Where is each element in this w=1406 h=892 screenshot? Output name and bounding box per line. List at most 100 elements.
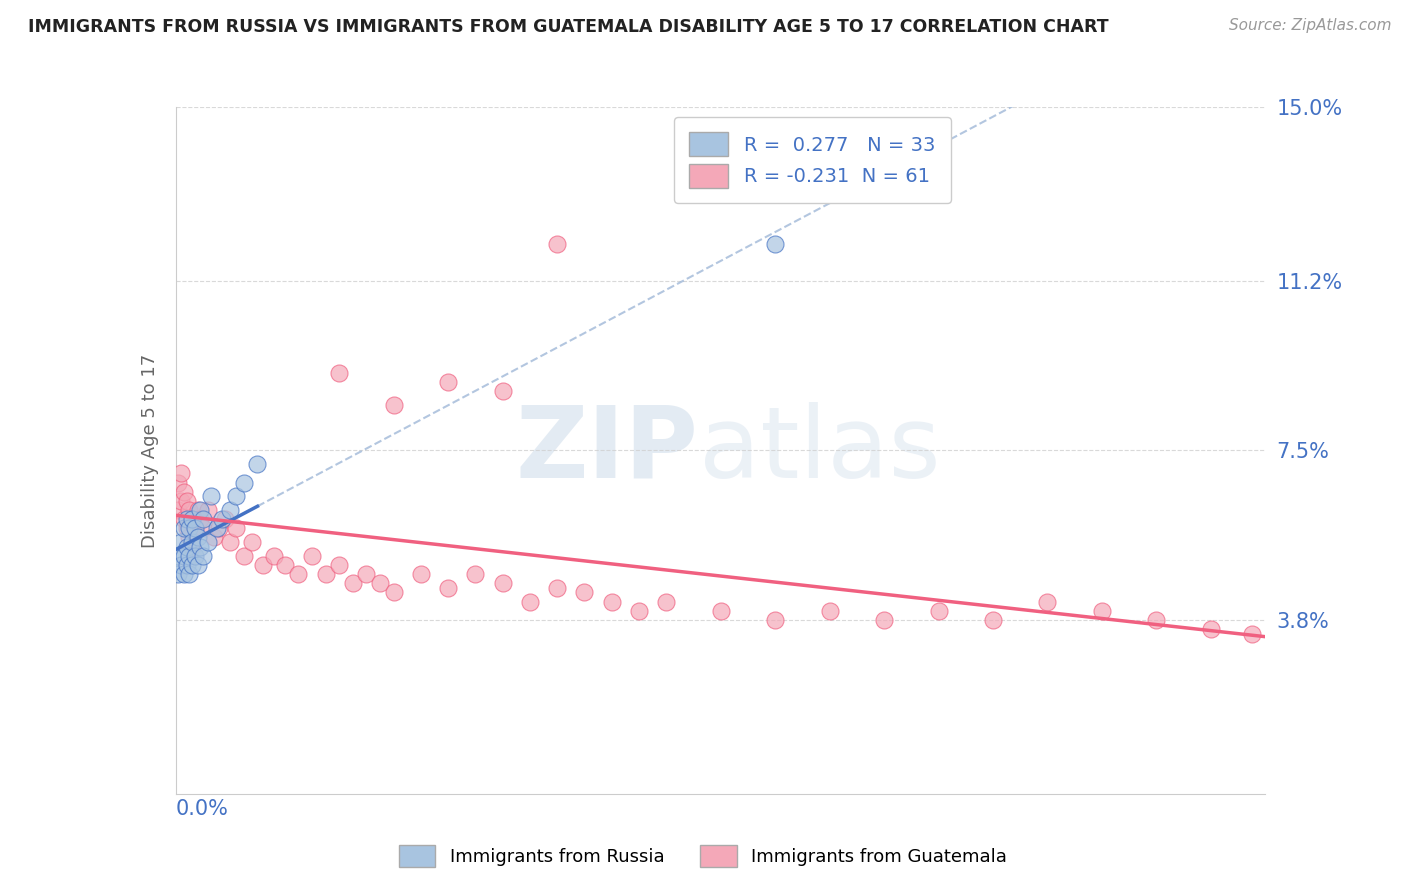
Point — [873, 613, 896, 627]
Point — [179, 521, 201, 535]
Point — [181, 512, 204, 526]
Point — [356, 567, 378, 582]
Point — [1199, 622, 1222, 636]
Point — [176, 493, 198, 508]
Point — [437, 581, 460, 595]
Point — [301, 549, 323, 563]
Point — [176, 558, 198, 572]
Point — [655, 594, 678, 608]
Point — [763, 613, 786, 627]
Point — [1036, 594, 1059, 608]
Point — [240, 535, 263, 549]
Point — [202, 531, 225, 545]
Point — [173, 549, 195, 563]
Point — [246, 457, 269, 471]
Point — [546, 237, 568, 252]
Point — [225, 521, 247, 535]
Point — [191, 521, 214, 535]
Point — [188, 512, 211, 526]
Point — [181, 535, 204, 549]
Point — [214, 512, 236, 526]
Point — [191, 549, 214, 563]
Point — [574, 585, 596, 599]
Point — [188, 503, 211, 517]
Point — [519, 594, 541, 608]
Point — [205, 521, 228, 535]
Point — [1144, 613, 1167, 627]
Point — [167, 503, 190, 517]
Point — [176, 512, 198, 526]
Point — [179, 503, 201, 517]
Point — [188, 540, 211, 554]
Point — [181, 540, 204, 554]
Text: IMMIGRANTS FROM RUSSIA VS IMMIGRANTS FROM GUATEMALA DISABILITY AGE 5 TO 17 CORRE: IMMIGRANTS FROM RUSSIA VS IMMIGRANTS FRO… — [28, 18, 1109, 36]
Point — [179, 567, 201, 582]
Text: ZIP: ZIP — [516, 402, 699, 499]
Point — [184, 521, 207, 535]
Point — [274, 558, 297, 572]
Point — [382, 585, 405, 599]
Point — [176, 521, 198, 535]
Point — [328, 558, 350, 572]
Point — [546, 581, 568, 595]
Point — [179, 531, 201, 545]
Legend: Immigrants from Russia, Immigrants from Guatemala: Immigrants from Russia, Immigrants from … — [392, 838, 1014, 874]
Point — [211, 512, 233, 526]
Point — [763, 237, 786, 252]
Point — [1091, 604, 1114, 618]
Point — [315, 567, 337, 582]
Point — [437, 375, 460, 389]
Point — [219, 503, 242, 517]
Text: atlas: atlas — [699, 402, 941, 499]
Point — [197, 535, 219, 549]
Point — [170, 558, 193, 572]
Legend: R =  0.277   N = 33, R = -0.231  N = 61: R = 0.277 N = 33, R = -0.231 N = 61 — [673, 117, 950, 203]
Point — [492, 384, 515, 398]
Point — [409, 567, 432, 582]
Point — [184, 549, 207, 563]
Y-axis label: Disability Age 5 to 17: Disability Age 5 to 17 — [141, 353, 159, 548]
Point — [287, 567, 309, 582]
Point — [342, 576, 364, 591]
Point — [184, 521, 207, 535]
Point — [170, 467, 193, 481]
Point — [328, 366, 350, 380]
Point — [167, 567, 190, 582]
Point — [232, 475, 254, 490]
Point — [382, 398, 405, 412]
Point — [173, 484, 195, 499]
Point — [186, 531, 209, 545]
Point — [173, 567, 195, 582]
Point — [167, 549, 190, 563]
Point — [170, 493, 193, 508]
Point — [600, 594, 623, 608]
Point — [818, 604, 841, 618]
Point — [208, 521, 231, 535]
Point — [627, 604, 650, 618]
Point — [181, 512, 204, 526]
Point — [1240, 626, 1263, 640]
Point — [197, 503, 219, 517]
Point — [928, 604, 950, 618]
Point — [368, 576, 391, 591]
Point — [464, 567, 486, 582]
Point — [191, 512, 214, 526]
Point — [186, 558, 209, 572]
Point — [225, 489, 247, 503]
Point — [492, 576, 515, 591]
Point — [710, 604, 733, 618]
Point — [176, 540, 198, 554]
Point — [170, 535, 193, 549]
Point — [232, 549, 254, 563]
Point — [252, 558, 274, 572]
Point — [981, 613, 1004, 627]
Text: Source: ZipAtlas.com: Source: ZipAtlas.com — [1229, 18, 1392, 33]
Point — [219, 535, 242, 549]
Point — [173, 521, 195, 535]
Point — [181, 558, 204, 572]
Point — [186, 503, 209, 517]
Point — [263, 549, 285, 563]
Point — [173, 512, 195, 526]
Point — [179, 549, 201, 563]
Text: 0.0%: 0.0% — [176, 798, 229, 819]
